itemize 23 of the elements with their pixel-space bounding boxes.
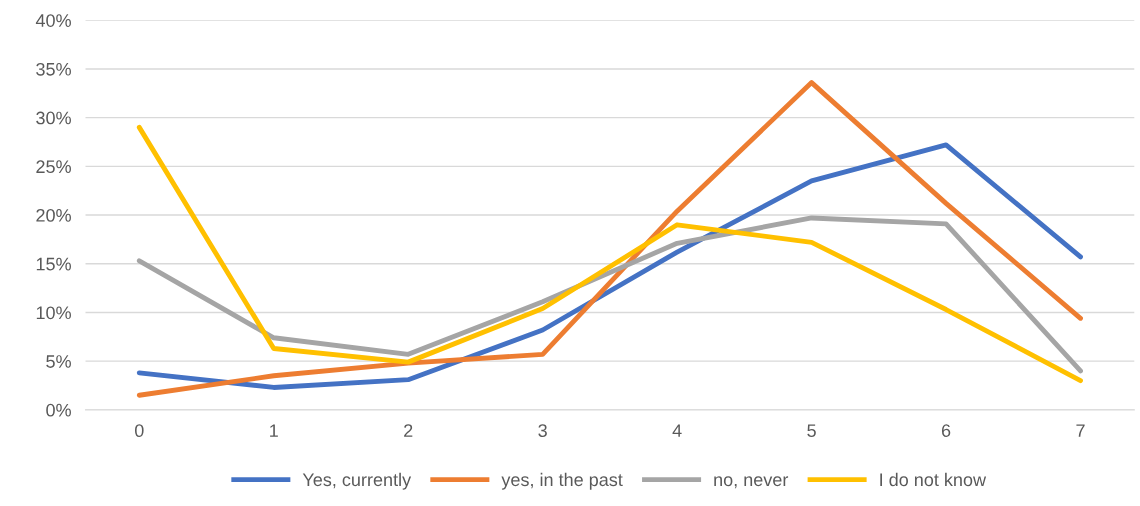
y-tick-label: 35% (36, 62, 71, 76)
y-tick-label: 5% (46, 355, 71, 368)
x-tick-label: 6 (941, 424, 951, 438)
x-tick-label: 1 (270, 424, 278, 437)
legend-label: no, never (714, 476, 789, 489)
legend-label: Yes, currently (302, 472, 412, 490)
y-tick-label: 30% (36, 111, 71, 125)
legend-label: yes, in the past (501, 472, 623, 490)
y-tick-label: 0% (46, 403, 71, 417)
x-tick-label: 3 (538, 424, 547, 438)
line-series (136, 215, 1083, 374)
line-series (136, 80, 1083, 398)
x-tick-label: 2 (404, 424, 413, 437)
y-tick-label: 40% (35, 14, 71, 27)
y-tick-label: 25% (36, 160, 71, 174)
x-tick-label: 4 (672, 424, 682, 437)
legend-label: I do not know (880, 472, 987, 487)
y-tick-label: 10% (36, 306, 71, 320)
x-tick-label: 0 (134, 424, 144, 438)
y-tick-label: 15% (36, 257, 71, 271)
y-tick-label: 20% (36, 208, 71, 222)
x-tick-label: 7 (1076, 424, 1085, 437)
x-tick-label: 5 (807, 424, 816, 438)
